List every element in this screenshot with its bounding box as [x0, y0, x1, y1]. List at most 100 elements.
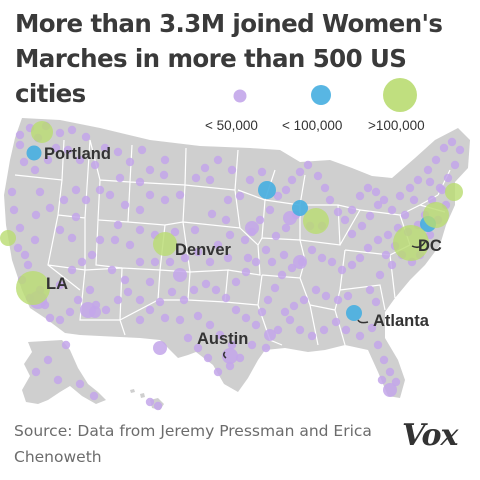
march-dot-small	[379, 195, 389, 205]
march-dot-small	[313, 171, 323, 181]
march-dot-small	[137, 145, 147, 155]
dc-pointer	[411, 241, 426, 249]
legend-circle-large	[383, 78, 417, 112]
march-dot-large	[31, 121, 53, 143]
march-dot-small	[207, 209, 217, 219]
march-dot-small	[23, 260, 33, 270]
march-dot-small	[183, 333, 193, 343]
march-dot-small	[90, 160, 100, 170]
march-dot-small	[7, 187, 17, 197]
march-dot-small	[221, 215, 231, 225]
march-dot-small	[160, 195, 170, 205]
march-dot-small	[383, 230, 393, 240]
march-dot-small	[15, 140, 25, 150]
march-dot-small	[113, 220, 123, 230]
march-dot-small	[423, 165, 433, 175]
march-dot-small	[53, 375, 63, 385]
march-dot-small	[193, 343, 203, 353]
march-dot-small	[125, 240, 135, 250]
march-dot-small	[307, 245, 317, 255]
march-dot-small	[71, 212, 81, 222]
legend-label-large: >100,000	[368, 118, 425, 133]
march-dot-small	[15, 130, 25, 140]
march-dot-small	[107, 265, 117, 275]
city-label-la: LA	[46, 275, 68, 293]
march-dot-large	[303, 208, 329, 234]
march-dot-small	[227, 165, 237, 175]
city-label-atlanta: Atlanta	[373, 312, 429, 330]
march-dot-small	[295, 167, 305, 177]
march-dot-medium	[26, 145, 42, 161]
march-dot-small	[427, 195, 437, 205]
march-dot-small	[307, 331, 317, 341]
march-dot-small	[215, 330, 225, 340]
march-dot-small	[110, 235, 120, 245]
march-dot-small	[135, 205, 145, 215]
march-dot-small	[167, 287, 177, 297]
march-dot-small	[227, 340, 237, 350]
march-dot-medium	[346, 305, 362, 321]
march-dot-small	[221, 293, 231, 303]
march-dot-small	[145, 305, 155, 315]
large-march-dots	[0, 121, 463, 305]
march-dot-small	[319, 325, 329, 335]
medium-march-dots	[26, 145, 436, 321]
march-dot-small	[371, 187, 381, 197]
march-dot-small	[205, 175, 215, 185]
march-dot-small	[289, 301, 299, 311]
march-dot-small	[327, 257, 337, 267]
small-march-dots	[7, 121, 465, 411]
march-dot-small	[67, 265, 77, 275]
label-pointers	[222, 241, 426, 359]
march-dot-small	[287, 175, 297, 185]
legend-circle-medium	[311, 85, 331, 105]
march-dot-small	[443, 173, 453, 183]
march-dot-small	[71, 185, 81, 195]
march-dot-small	[391, 377, 401, 387]
page-title: More than 3.3M joined Women's Marches in…	[15, 9, 443, 108]
march-dot-small	[31, 367, 41, 377]
march-dot-small	[425, 177, 435, 187]
march-dot-small	[343, 291, 353, 301]
march-dot-small	[45, 313, 55, 323]
march-dot-small	[303, 160, 313, 170]
march-dot-small	[367, 323, 377, 333]
march-dot-small	[81, 132, 91, 142]
march-dot-small	[155, 297, 165, 307]
city-label-portland: Portland	[44, 145, 111, 163]
march-dot-small	[261, 245, 271, 255]
march-dot-small	[175, 315, 185, 325]
legend-circle-small	[233, 89, 247, 103]
march-dot-small	[311, 285, 321, 295]
march-dot-small	[355, 331, 365, 341]
march-dot-small	[255, 215, 265, 225]
march-dot-small	[264, 329, 276, 341]
march-dot-small	[159, 170, 169, 180]
march-dot-small	[363, 243, 373, 253]
legend-label-small: < 50,000	[205, 118, 258, 133]
march-dot-small	[67, 233, 77, 243]
austin-pointer	[222, 351, 227, 359]
march-dot-small	[85, 285, 95, 295]
march-dot-small	[191, 173, 201, 183]
city-label-dc: DC	[418, 237, 442, 255]
march-dot-small	[263, 295, 273, 305]
vox-logo: Vox	[402, 418, 458, 453]
march-dot-small	[321, 291, 331, 301]
march-dot-small	[375, 270, 385, 280]
march-dot-small	[87, 250, 97, 260]
march-dot-small	[247, 340, 257, 350]
march-dot-small	[447, 137, 457, 147]
march-dot-small	[355, 191, 365, 201]
march-dot-small	[55, 225, 65, 235]
march-dot-small	[387, 205, 397, 215]
march-dot-small	[379, 355, 389, 365]
march-dot-small	[295, 325, 305, 335]
march-dot-small	[213, 240, 223, 250]
march-dot-small	[135, 315, 145, 325]
march-dot-small	[75, 155, 85, 165]
march-dot-small	[251, 257, 261, 267]
march-dot-small	[413, 175, 423, 185]
march-dot-large	[0, 230, 16, 246]
march-dot-small	[223, 195, 233, 205]
